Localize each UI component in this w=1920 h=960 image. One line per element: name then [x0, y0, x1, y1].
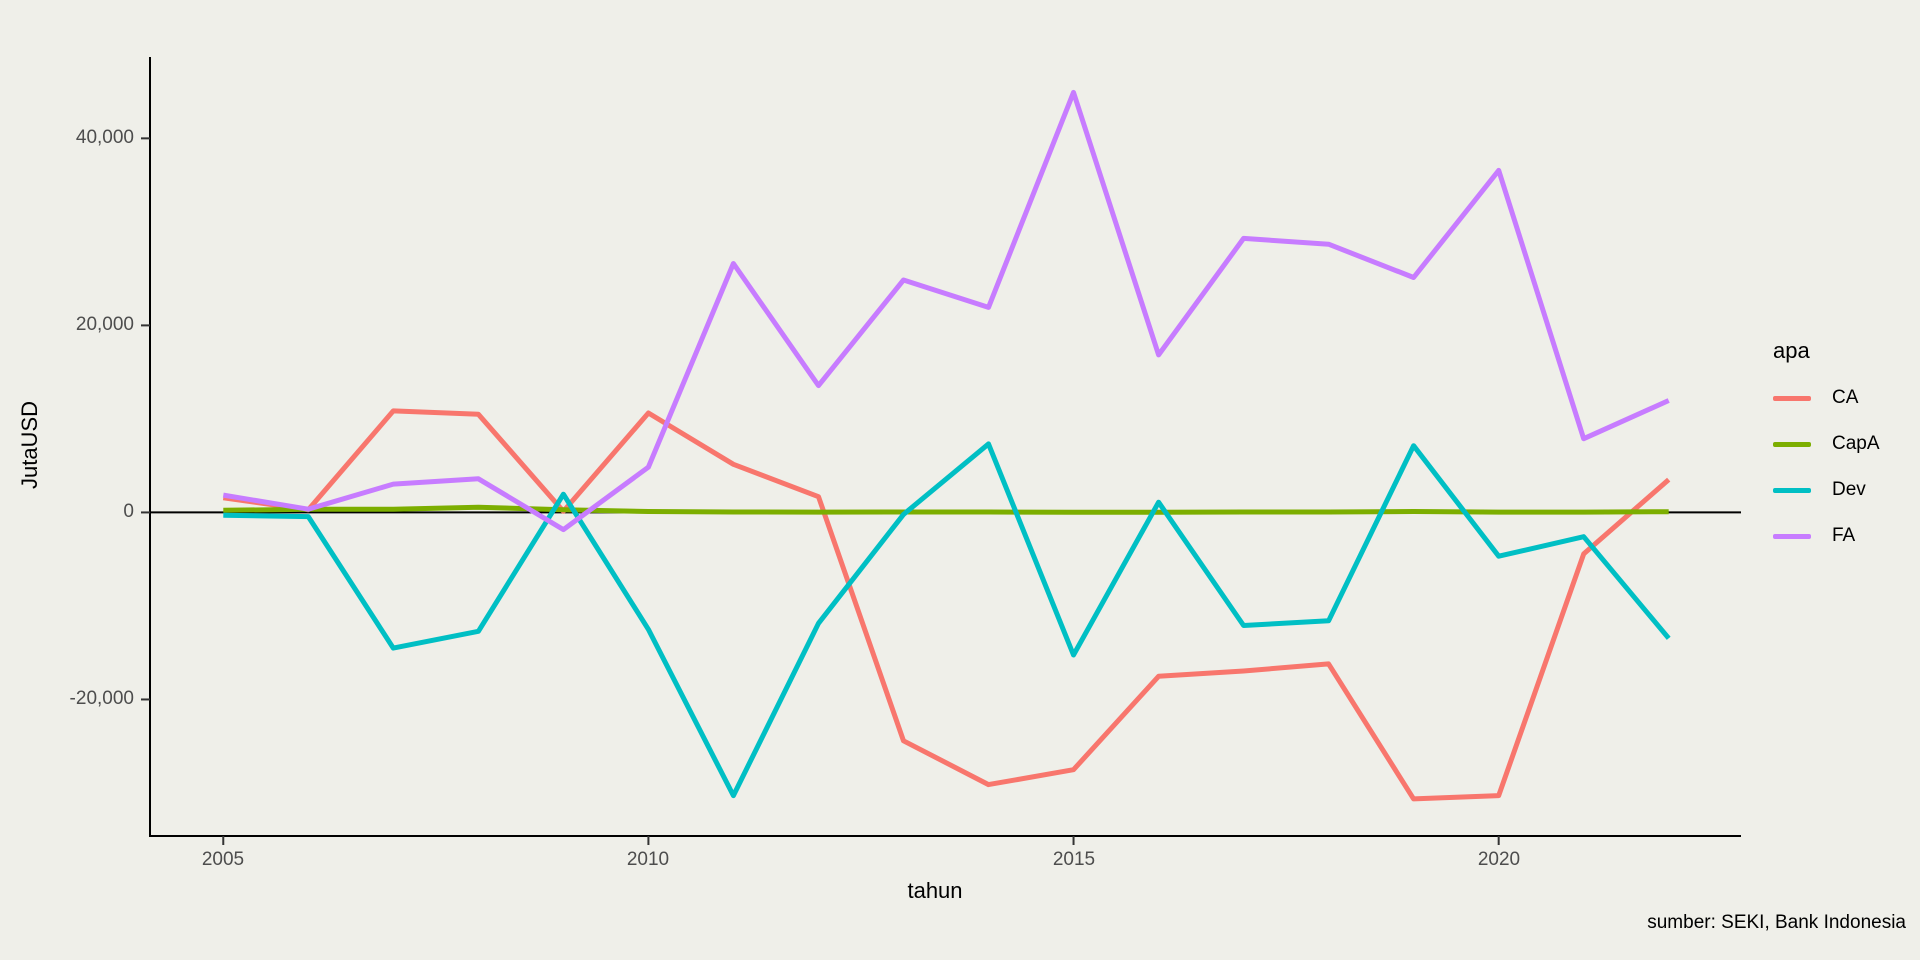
- x-axis-title: tahun: [907, 878, 963, 903]
- y-axis-title: JutaUSD: [17, 400, 42, 490]
- x-tick-label: 2005: [201, 849, 245, 870]
- legend-key-line-dev: [1773, 487, 1811, 493]
- legend-item-label: CA: [1832, 387, 1859, 408]
- x-tick-label: 2010: [626, 849, 670, 870]
- legend-key-line-fa: [1773, 533, 1811, 539]
- source-caption: sumber: SEKI, Bank Indonesia: [1647, 912, 1906, 933]
- y-tick-label: 20,000: [75, 314, 134, 335]
- legend-title: apa: [1773, 338, 1810, 363]
- legend-key-line-capa: [1773, 441, 1811, 447]
- legend: apa CA CapA Dev FA: [1773, 338, 1880, 559]
- legend-item-dev: Dev: [1773, 467, 1880, 513]
- legend-item-ca: CA: [1773, 375, 1880, 421]
- legend-item-capa: CapA: [1773, 421, 1880, 467]
- legend-item-label: Dev: [1832, 479, 1866, 500]
- x-tick-label: 2015: [1052, 849, 1096, 870]
- legend-item-label: FA: [1832, 525, 1856, 546]
- x-tick-label: 2020: [1477, 849, 1521, 870]
- y-tick-label: -20,000: [69, 688, 134, 709]
- legend-key-line-ca: [1773, 395, 1811, 401]
- legend-item-label: CapA: [1832, 433, 1880, 454]
- y-tick-label: 40,000: [75, 127, 134, 148]
- y-tick-label: 0: [123, 501, 134, 522]
- legend-item-fa: FA: [1773, 513, 1880, 559]
